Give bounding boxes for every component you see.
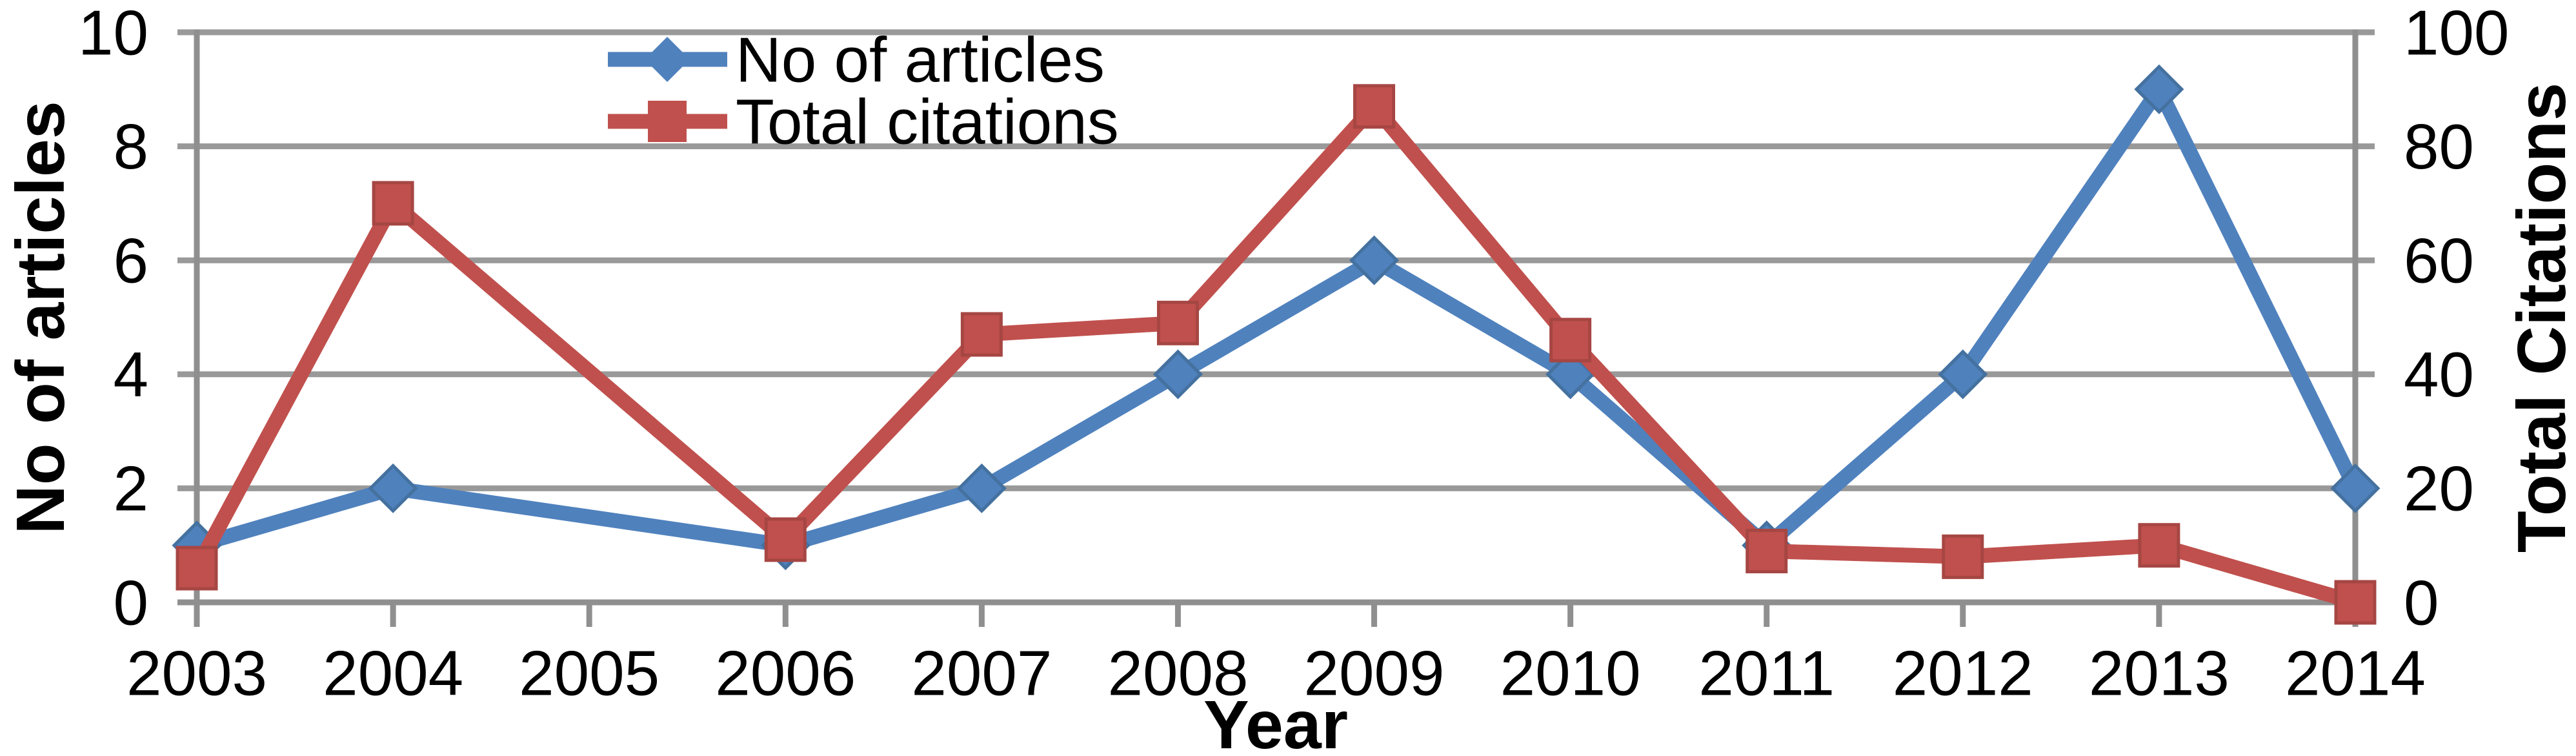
citations-marker <box>1156 300 1199 345</box>
articles-marker <box>2134 64 2184 114</box>
x-tick-label: 2005 <box>519 637 659 708</box>
left-tick-label: 0 <box>113 567 148 638</box>
citations-marker <box>764 517 807 562</box>
left-tick-label: 6 <box>113 225 148 296</box>
x-tick-label: 2006 <box>715 637 856 708</box>
data-series-layer <box>172 64 2380 625</box>
articles-marker <box>368 463 418 513</box>
citations-marker <box>176 546 218 591</box>
x-tick-label: 2013 <box>2089 637 2229 708</box>
right-axis-title: Total Citations <box>2504 83 2576 553</box>
left-tick-label: 8 <box>113 111 148 182</box>
articles-marker <box>1349 235 1400 285</box>
legend-articles-label: No of articles <box>736 24 1105 95</box>
left-tick-label: 10 <box>78 0 148 68</box>
x-tick-label: 2009 <box>1304 637 1445 708</box>
citations-marker <box>1942 534 1984 579</box>
citations-marker <box>1746 529 1788 574</box>
axes-layer <box>177 29 2375 627</box>
articles-marker <box>2330 463 2380 513</box>
citations-marker <box>372 181 414 226</box>
articles-marker <box>1152 349 1203 400</box>
right-tick-label: 0 <box>2404 567 2439 638</box>
citations-marker <box>960 312 1003 357</box>
legend-citations-label: Total citations <box>736 86 1119 157</box>
citations-marker <box>1353 84 1396 129</box>
right-tick-label: 40 <box>2404 339 2474 410</box>
x-axis-title: Year <box>1203 687 1348 756</box>
citations-line <box>190 95 2358 610</box>
right-tick-label: 100 <box>2404 0 2510 68</box>
x-tick-label: 2008 <box>1107 637 1248 708</box>
gridlines-layer <box>177 29 2375 491</box>
citations-marker <box>1549 318 1592 363</box>
x-tick-label: 2012 <box>1893 637 2033 708</box>
x-tick-label: 2011 <box>1698 637 1835 708</box>
citations-marker <box>2334 580 2377 625</box>
articles-marker <box>956 463 1007 513</box>
x-tick-label: 2004 <box>323 637 463 708</box>
x-tick-label: 2003 <box>126 637 267 708</box>
right-tick-label: 20 <box>2404 453 2474 524</box>
left-tick-label: 2 <box>113 453 148 524</box>
legend-articles-diamond-icon <box>645 37 690 82</box>
articles-marker <box>1938 349 1988 400</box>
x-tick-label: 2010 <box>1500 637 1641 708</box>
left-tick-label: 4 <box>113 339 148 410</box>
legend-citations-square-icon <box>648 101 687 142</box>
citations-marker <box>2138 523 2180 568</box>
right-tick-label: 60 <box>2404 225 2474 296</box>
left-axis-title: No of articles <box>3 101 79 535</box>
right-tick-label: 80 <box>2404 111 2474 182</box>
legend: No of articles Total citations <box>608 24 1119 157</box>
x-tick-label: 2014 <box>2285 637 2426 708</box>
x-tick-label: 2007 <box>911 637 1052 708</box>
